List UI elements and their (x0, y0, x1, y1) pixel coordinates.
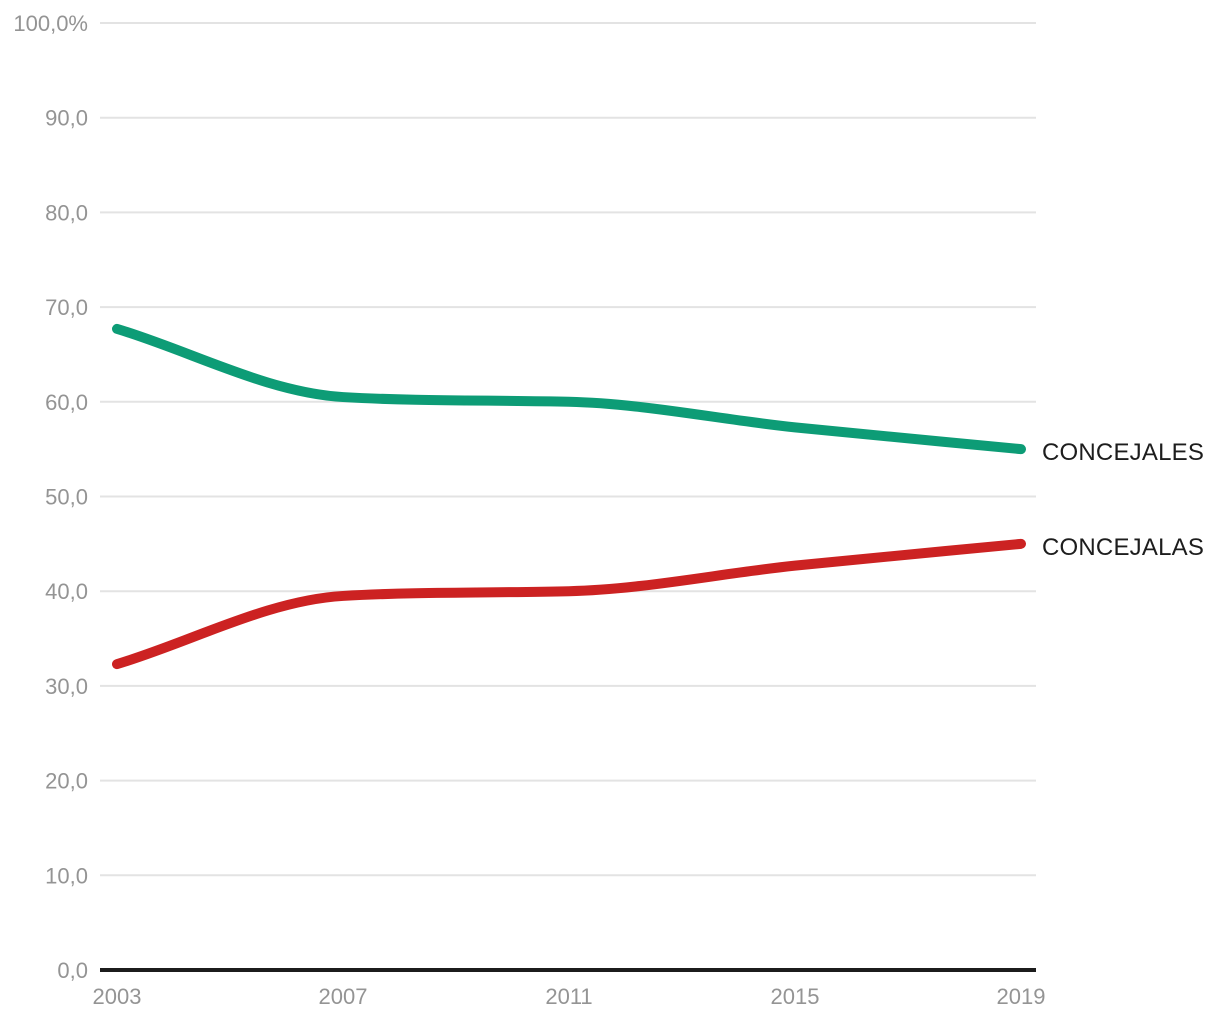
y-tick-label: 50,0 (45, 485, 88, 510)
y-tick-label: 0,0 (57, 958, 88, 983)
y-tick-label: 20,0 (45, 769, 88, 794)
y-tick-label: 40,0 (45, 579, 88, 604)
x-tick-label: 2015 (771, 984, 820, 1009)
x-tick-label: 2003 (93, 984, 142, 1009)
series-label-concejales: CONCEJALES (1042, 439, 1205, 466)
x-tick-label: 2019 (997, 984, 1046, 1009)
x-tick-label: 2011 (545, 984, 592, 1009)
y-tick-label: 10,0 (45, 863, 88, 888)
y-tick-label: 60,0 (45, 390, 88, 415)
series-line-concejales (112, 323, 1026, 455)
y-tick-label: 90,0 (45, 106, 88, 131)
series-label-concejalas: CONCEJALAS (1042, 534, 1205, 561)
y-tick-label: 30,0 (45, 674, 88, 699)
y-tick-label: 70,0 (45, 295, 88, 320)
y-tick-label: 100,0% (13, 11, 88, 36)
y-tick-label: 80,0 (45, 200, 88, 225)
x-tick-label: 2007 (319, 984, 368, 1009)
series-line-concejalas (112, 538, 1026, 670)
